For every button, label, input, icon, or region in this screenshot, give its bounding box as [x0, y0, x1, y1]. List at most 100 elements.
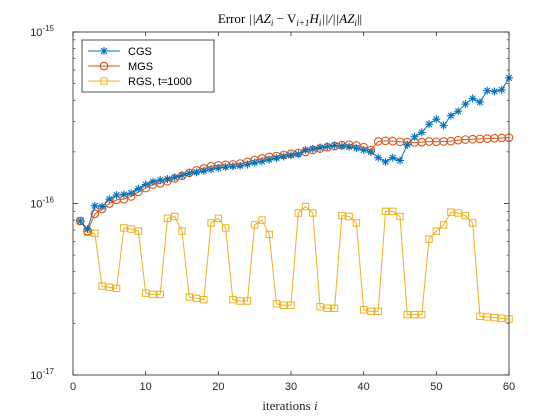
data-point-rgs — [265, 230, 273, 239]
data-point-cgs — [90, 201, 99, 210]
chart-title: Error ||AZi − Vi+1Hi||/||AZi|| — [218, 11, 362, 28]
data-point-rgs — [112, 284, 121, 293]
data-point-rgs — [236, 297, 244, 305]
data-point-rgs — [149, 290, 157, 299]
data-point-cgs — [366, 147, 375, 156]
data-point-cgs — [323, 142, 332, 151]
data-point-cgs — [112, 191, 121, 200]
data-point-rgs — [221, 224, 230, 232]
data-point-cgs — [236, 161, 245, 170]
data-point-cgs — [410, 132, 419, 141]
data-point-cgs — [76, 217, 85, 226]
data-point-rgs — [214, 214, 223, 222]
data-point-rgs — [432, 227, 441, 235]
data-point-cgs — [497, 85, 506, 94]
data-point-mgs — [90, 209, 100, 219]
data-point-rgs — [410, 310, 419, 319]
data-point-rgs — [323, 304, 332, 312]
data-point-rgs — [127, 225, 135, 233]
data-point-cgs — [461, 100, 470, 109]
data-point-rgs — [381, 207, 390, 216]
data-point-rgs — [192, 294, 201, 303]
data-point-cgs — [468, 94, 477, 103]
data-point-rgs — [178, 227, 186, 235]
data-point-rgs — [200, 295, 208, 304]
data-point-rgs — [447, 208, 455, 216]
data-point-rgs — [287, 301, 295, 309]
data-point-rgs — [120, 224, 128, 232]
data-point-cgs — [105, 195, 114, 204]
x-tick-label: 60 — [503, 381, 515, 393]
data-point-rgs — [418, 310, 426, 319]
data-point-cgs — [272, 154, 281, 163]
data-point-rgs — [207, 219, 215, 227]
legend-entry-mgs: MGS — [88, 61, 153, 73]
data-point-cgs — [221, 163, 230, 172]
x-tick-label: 20 — [212, 381, 224, 393]
data-point-rgs — [316, 303, 324, 311]
data-point-rgs — [250, 221, 259, 229]
x-axis-label: iterations i — [262, 398, 318, 413]
data-point-rgs — [258, 216, 266, 224]
data-point-cgs — [170, 173, 179, 182]
data-point-cgs — [432, 115, 441, 124]
data-point-rgs — [156, 290, 164, 299]
data-point-rgs — [461, 211, 470, 220]
x-tick-label: 0 — [70, 381, 76, 393]
data-point-rgs — [280, 301, 288, 309]
data-point-cgs — [490, 87, 499, 96]
data-point-cgs — [388, 153, 397, 162]
data-point-rgs — [301, 202, 310, 211]
data-point-rgs — [338, 211, 346, 220]
legend-marker-mgs — [99, 61, 109, 71]
axes-layer: 0 10 20 30 40 50 60 10-17 10-16 10-15 — [30, 24, 515, 393]
data-point-rgs — [309, 209, 317, 217]
data-point-cgs — [439, 121, 448, 130]
y-tick-label: 10-16 — [30, 196, 54, 211]
data-point-cgs — [396, 156, 404, 165]
data-point-rgs — [272, 300, 281, 308]
x-tick-label: 50 — [430, 381, 442, 393]
data-point-rgs — [498, 314, 506, 323]
data-point-rgs — [476, 312, 484, 320]
data-point-rgs — [468, 219, 477, 227]
data-point-cgs — [403, 140, 412, 149]
data-point-rgs — [352, 219, 361, 227]
data-point-cgs — [148, 177, 157, 186]
data-point-cgs — [134, 184, 143, 193]
data-point-cgs — [83, 225, 92, 234]
data-point-rgs — [330, 304, 339, 312]
x-tick-label: 10 — [140, 381, 152, 393]
data-point-rgs — [374, 307, 382, 316]
data-point-rgs — [294, 209, 302, 217]
data-point-cgs — [141, 180, 150, 189]
data-point-rgs — [345, 212, 353, 221]
data-point-rgs — [91, 229, 99, 238]
data-point-cgs — [475, 98, 484, 107]
data-point-rgs — [105, 283, 114, 291]
data-point-cgs — [483, 86, 492, 95]
data-point-cgs — [425, 120, 434, 129]
data-point-cgs — [257, 157, 266, 166]
series-line-rgs — [79, 205, 510, 320]
data-point-cgs — [265, 155, 274, 164]
y-tick-label: 10-17 — [30, 367, 54, 382]
data-point-cgs — [207, 165, 216, 174]
y-tick-label: 10-15 — [30, 24, 54, 39]
x-tick-label: 30 — [285, 381, 297, 393]
data-point-cgs — [337, 142, 346, 151]
data-point-cgs — [287, 151, 295, 160]
legend-entry-cgs: CGS — [88, 46, 152, 58]
data-point-cgs — [417, 128, 426, 137]
data-point-cgs — [359, 146, 368, 155]
data-point-cgs — [316, 143, 325, 152]
series-cgs — [76, 73, 513, 234]
data-point-cgs — [192, 168, 201, 177]
data-point-rgs — [98, 282, 106, 290]
data-point-rgs — [367, 307, 375, 316]
data-point-cgs — [301, 146, 310, 155]
data-point-cgs — [199, 166, 208, 175]
data-point-cgs — [352, 144, 361, 153]
data-point-cgs — [330, 141, 339, 150]
